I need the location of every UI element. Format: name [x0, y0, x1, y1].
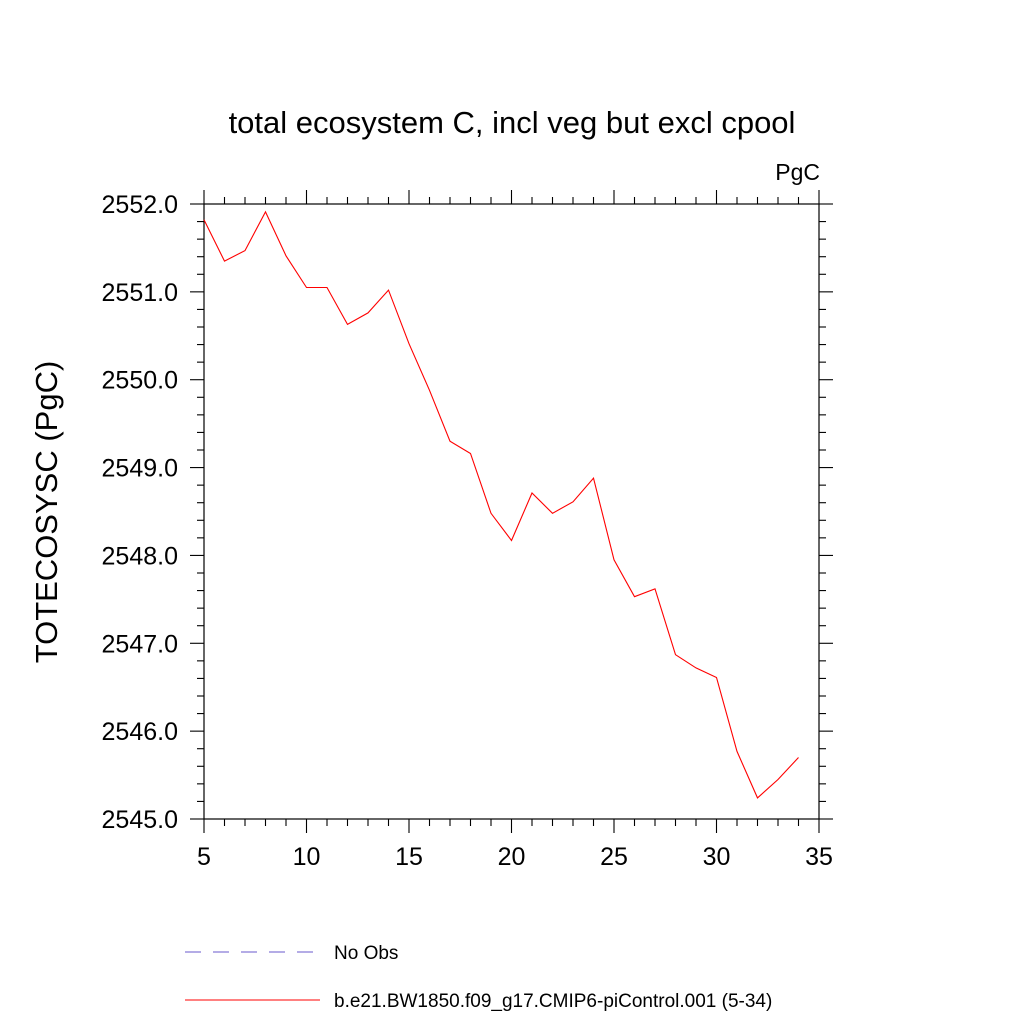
x-tick-label: 35 [805, 843, 833, 871]
x-tick-label: 15 [395, 843, 423, 871]
y-tick-label: 2548.0 [102, 542, 178, 570]
x-tick-label: 5 [197, 843, 211, 871]
units-label: PgC [775, 159, 820, 185]
x-tick-label: 20 [498, 843, 526, 871]
series-lines [203, 210, 799, 799]
y-tick-label: 2550.0 [102, 367, 178, 395]
y-tick-label: 2545.0 [102, 806, 178, 834]
axis-ticks: 5 10 15 20 25 30 35 2545.0 2546.0 2547.0 2548.0 254… [102, 190, 833, 871]
x-tick-label: 25 [600, 843, 628, 871]
series-line-1 [203, 210, 799, 799]
legend-label-1: b.e21.BW1850.f09_g17.CMIP6-piControl.001… [334, 991, 772, 1012]
y-tick-label: 2552.0 [102, 191, 178, 219]
x-tick-label: 10 [293, 843, 321, 871]
x-tick-label: 30 [703, 843, 731, 871]
y-axis-label: TOTECOSYSC (PgC) [29, 361, 64, 664]
legend-label-0: No Obs [334, 943, 398, 964]
y-tick-label: 2547.0 [102, 630, 178, 658]
y-tick-label: 2551.0 [102, 279, 178, 307]
plot-frame [203, 203, 820, 820]
chart-title: total ecosystem C, incl veg but excl cpo… [229, 105, 796, 140]
y-tick-label: 2546.0 [102, 718, 178, 746]
y-tick-label: 2549.0 [102, 455, 178, 483]
legend: No Obs b.e21.BW1850.f09_g17.CMIP6-piContr… [185, 943, 772, 1012]
